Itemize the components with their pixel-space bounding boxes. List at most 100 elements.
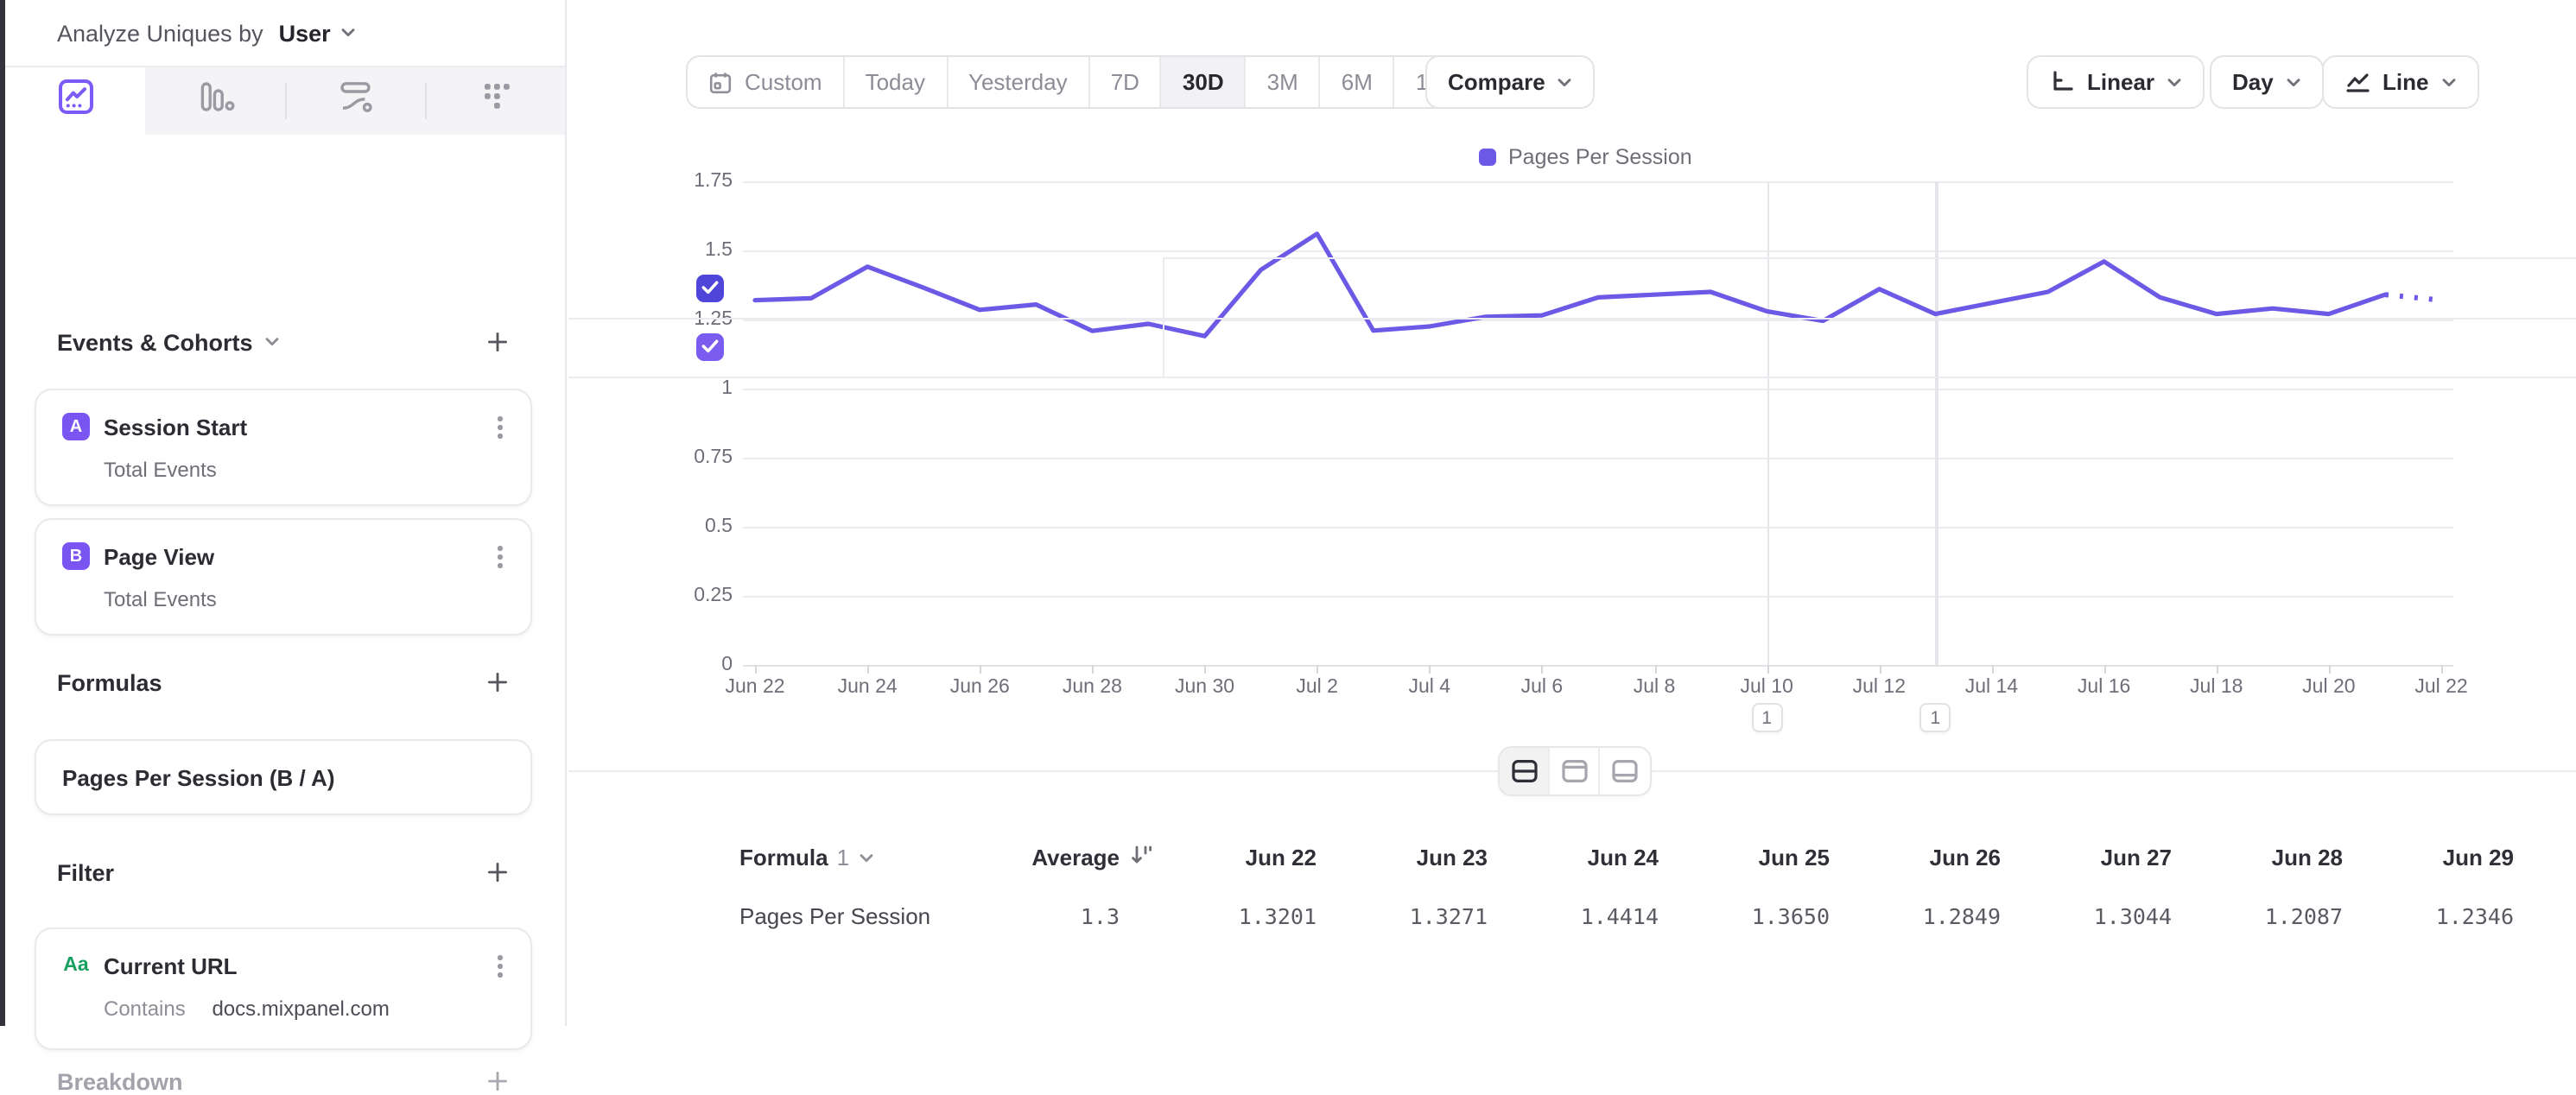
range-option-today[interactable]: Today [845,57,948,107]
table-value-cell: 1.2087 [2264,903,2343,929]
range-option-label: 7D [1110,69,1139,95]
table-value-cell: 1.2849 [1922,903,2001,929]
chevron-down-icon[interactable] [341,28,357,38]
x-axis-label: Jul 22 [2414,677,2468,698]
kebab-menu-icon[interactable] [492,542,510,571]
add-event-button[interactable] [484,328,511,356]
filter-header: Filter [5,858,565,886]
report-type-tabbar [5,67,565,135]
formula-group-label: Formula [739,845,828,870]
x-axis-label: Jun 28 [1062,677,1122,698]
events-cohorts-title[interactable]: Events & Cohorts [57,329,281,355]
average-column-header: Average [1031,845,1120,870]
table-date-header: Jun 25 [1758,845,1830,870]
range-option-6m[interactable]: 6M [1321,57,1395,107]
tab-funnels[interactable] [145,67,285,135]
range-option-7d[interactable]: 7D [1090,57,1162,107]
event-aggregation[interactable]: Total Events [104,586,217,611]
check-icon [701,281,719,294]
time-range-group: CustomTodayYesterday7D30D3M6M12M [686,55,1482,109]
filter-title: Filter [57,859,115,885]
series-line-pages-per-session[interactable] [743,173,2453,677]
split-view-icon [1511,759,1537,782]
kebab-menu-icon[interactable] [492,952,510,980]
sort-descending-icon[interactable] [1130,843,1154,876]
x-axis-tick [1429,665,1431,674]
chevron-down-icon [1558,78,1572,85]
annotation-badge[interactable]: 1 [1919,703,1951,732]
interval-dropdown[interactable]: Day [2210,55,2324,109]
y-axis-label: 1.5 [705,240,733,261]
chart-type-dropdown[interactable]: Line [2322,55,2479,109]
add-filter-button[interactable] [484,858,511,886]
y-axis-label: 0 [721,655,733,675]
table-date-header: Jun 28 [2271,845,2343,870]
scale-label: Linear [2087,69,2155,95]
y-axis-label: 1 [721,378,733,399]
add-formula-button[interactable] [484,668,511,696]
annotation-line-jul-10 [1767,181,1770,665]
y-gridline [743,181,2453,183]
y-gridline [743,320,2453,321]
formula-expression: Pages Per Session (B / A) [62,764,335,790]
compare-button[interactable]: Compare [1425,55,1596,109]
x-axis-tick [2216,665,2218,674]
filter-operator[interactable]: Contains [104,996,186,1021]
x-axis-label: Jul 10 [1740,677,1793,698]
legend-item-pages-per-session[interactable]: Pages Per Session [1479,145,1692,169]
filter-condition[interactable]: Contains docs.mixpanel.com [36,980,530,1020]
annotation-badge[interactable]: 1 [1751,703,1783,732]
table-bottom-view-button[interactable] [1600,748,1650,794]
x-axis-label: Jun 26 [949,677,1010,698]
range-option-custom[interactable]: Custom [688,57,845,107]
interval-label: Day [2232,69,2274,95]
range-option-label: Yesterday [968,69,1068,95]
formula-group-dropdown[interactable]: Formula 1 [739,845,873,870]
x-axis-label: Jul 4 [1408,677,1451,698]
split-view-button[interactable] [1500,748,1550,794]
flows-icon [336,78,374,124]
line-chart-icon [2346,73,2370,92]
table-top-view-icon [1561,759,1587,782]
formula-card[interactable]: Pages Per Session (B / A) [35,739,532,815]
filter-card-current-url[interactable]: Aa Current URL Contains docs.mixpanel.co… [35,927,532,1050]
y-axis-label: 1.75 [694,171,733,192]
x-axis-tick [2328,665,2331,674]
y-gridline [743,250,2453,252]
event-card-session-start[interactable]: A Session Start Total Events [35,389,532,506]
tab-insights[interactable] [5,67,145,135]
y-gridline [743,389,2453,390]
chevron-down-icon [2442,78,2455,85]
analyze-by-value[interactable]: User [278,20,331,46]
table-date-header: Jun 22 [1245,845,1317,870]
series-row-checkbox[interactable] [696,332,724,360]
x-axis-tick [1092,665,1094,674]
x-axis-tick [1541,665,1544,674]
range-option-30d[interactable]: 30D [1161,57,1247,107]
x-axis-tick [1317,665,1319,674]
series-row-label: Pages Per Session [739,903,931,929]
kebab-menu-icon[interactable] [492,413,510,441]
filter-value[interactable]: docs.mixpanel.com [212,996,390,1021]
chevron-down-icon [266,338,279,345]
range-option-label: 30D [1182,69,1224,95]
chart-type-label: Line [2382,69,2429,95]
add-breakdown-button[interactable] [484,1067,511,1095]
range-option-3m[interactable]: 3M [1247,57,1321,107]
breakdown-header: Breakdown [5,1067,565,1095]
event-card-page-view[interactable]: B Page View Total Events [35,518,532,636]
x-axis-tick [980,665,982,674]
series-average-value: 1.3 [1080,903,1120,929]
calendar-icon [709,72,732,93]
table-top-view-button[interactable] [1550,748,1600,794]
tab-retention[interactable] [425,67,565,135]
range-option-yesterday[interactable]: Yesterday [948,57,1090,107]
table-date-header: Jun 24 [1587,845,1659,870]
scale-dropdown[interactable]: Linear [2027,55,2205,109]
event-aggregation[interactable]: Total Events [104,457,217,482]
x-axis-label: Jul 18 [2190,677,2243,698]
formula-group-checkbox[interactable] [696,274,724,301]
tab-flows[interactable] [285,67,425,135]
window-left-edge [0,0,5,1026]
view-toggle-group [1498,746,1652,796]
